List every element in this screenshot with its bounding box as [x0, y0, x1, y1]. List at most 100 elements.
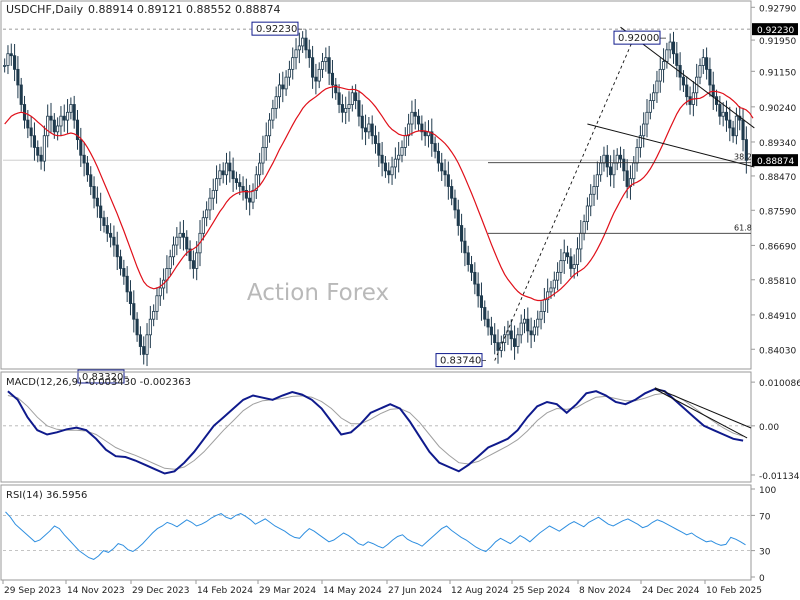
candle-body — [118, 256, 123, 269]
candle-body — [718, 104, 722, 117]
candle-body — [443, 170, 447, 176]
candle-body — [138, 334, 142, 347]
candle-body — [62, 115, 66, 121]
candle-body — [642, 123, 646, 137]
candle-body — [387, 170, 391, 176]
macd-trendlines — [654, 387, 752, 439]
candle-body — [195, 252, 199, 269]
candle-body — [609, 166, 613, 176]
rsi-panel-frame — [0, 484, 752, 581]
candle-body — [403, 135, 407, 148]
candle-body — [599, 162, 603, 176]
candle-body — [364, 127, 368, 133]
candle-body — [377, 143, 381, 156]
price-tick-label: 0.90240 — [759, 104, 796, 114]
candle-body — [565, 252, 570, 258]
macd-tick-label: 0.010086 — [759, 379, 800, 389]
candle-body — [105, 225, 109, 234]
candle-body — [632, 162, 636, 180]
swing-label: 0.92000 — [618, 33, 659, 44]
watermark: Action Forex — [247, 280, 389, 306]
candle-body — [536, 318, 540, 328]
candle-body — [168, 256, 172, 269]
candle-body — [56, 125, 60, 133]
candle-body — [324, 57, 328, 62]
candle-body — [612, 162, 616, 176]
candle-body — [254, 174, 258, 191]
candle-body — [665, 49, 669, 62]
candle-body — [367, 123, 371, 133]
candle-body — [400, 147, 404, 156]
price-tick-label: 0.91950 — [759, 37, 796, 47]
swing-label-box — [613, 30, 661, 45]
candle-body — [354, 92, 358, 101]
candle-body — [579, 232, 583, 250]
candle-body — [582, 221, 586, 234]
candle-body — [317, 68, 321, 82]
candle-body — [79, 139, 83, 156]
swing-label-box — [435, 353, 483, 368]
resistance-tag-label: 0.92230 — [757, 26, 794, 36]
candle-body — [516, 334, 520, 347]
candle-body — [72, 104, 76, 121]
candle-body — [618, 154, 623, 160]
candle-body — [267, 119, 272, 137]
current-price-tag-label: 0.88874 — [757, 157, 794, 167]
swing-label: 0.83740 — [440, 356, 481, 367]
candle-body — [585, 205, 589, 223]
candle-body — [122, 268, 126, 277]
candle-body — [145, 334, 149, 355]
candle-body — [575, 248, 580, 265]
candle-body — [248, 197, 252, 203]
candle-body — [652, 92, 656, 101]
candle-body — [430, 131, 434, 144]
macd-axis: 0.010086 0.00 -0.011342 — [751, 379, 800, 482]
candle-body — [685, 84, 689, 98]
macd-panel-frame — [0, 371, 752, 483]
candle-body — [658, 68, 662, 82]
candle-body — [3, 65, 7, 67]
candle-body — [224, 162, 229, 176]
candle-body — [75, 119, 80, 141]
candle-body — [469, 264, 474, 273]
macd-upper-trendline — [654, 387, 752, 429]
candle-body — [39, 154, 43, 162]
candle-body — [66, 111, 70, 121]
price-tick-label: 0.86690 — [759, 242, 796, 252]
time-tick-label: 14 Nov 2023 — [67, 586, 125, 596]
candle-body — [496, 342, 500, 351]
candle-body — [215, 178, 219, 191]
candle-body — [397, 154, 401, 160]
candle-body — [728, 119, 732, 129]
candle-body — [231, 170, 235, 180]
fibonacci-levels: 38.2 61.8 — [488, 153, 752, 234]
candle-body — [99, 205, 103, 219]
macd-signal-line — [7, 392, 744, 470]
candle-body — [271, 108, 275, 121]
candle-body — [532, 326, 536, 336]
candle-body — [344, 108, 348, 113]
candle-body — [238, 182, 242, 187]
candle-body — [638, 135, 642, 148]
candle-body — [436, 150, 440, 164]
chart-symbol: USDCHF,Daily — [6, 3, 84, 16]
price-tick-label: 0.88470 — [759, 173, 796, 183]
candle-body — [476, 283, 480, 297]
time-tick-label: 12 Aug 2024 — [451, 586, 509, 596]
candle-body — [701, 57, 705, 66]
candle-body — [625, 170, 629, 187]
price-tick-label: 0.85810 — [759, 277, 796, 287]
rsi-tick-label: 100 — [759, 486, 776, 496]
candle-body — [175, 236, 179, 246]
candle-body — [185, 236, 189, 250]
candle-body — [112, 236, 116, 246]
candle-body — [152, 310, 156, 320]
candle-body — [357, 100, 361, 117]
candle-body — [662, 61, 666, 70]
time-tick-label: 25 Sep 2024 — [513, 586, 570, 596]
candle-body — [102, 217, 106, 226]
swing-trendline — [494, 37, 635, 361]
candle-body — [171, 244, 176, 258]
candle-body — [483, 307, 487, 320]
